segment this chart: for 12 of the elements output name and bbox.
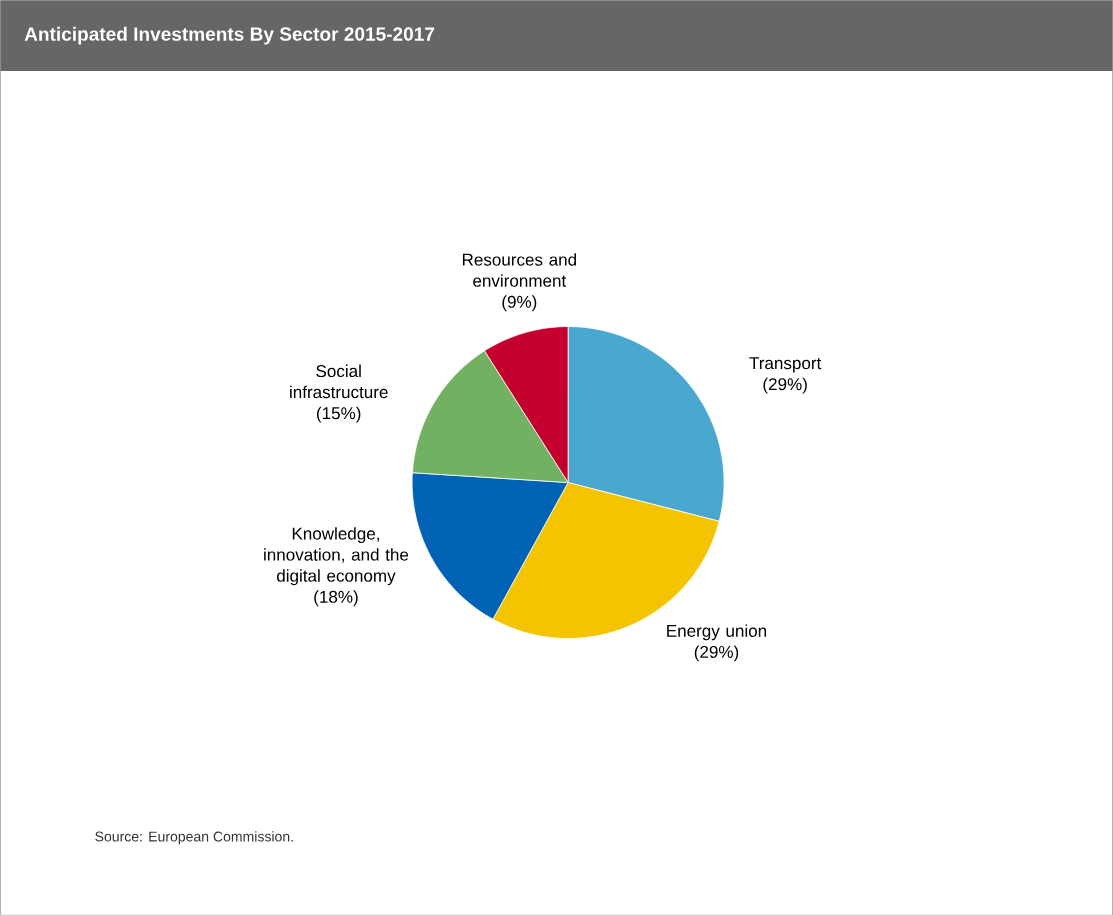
- source-note: Source: European Commission.: [95, 831, 293, 845]
- slice-label: Transport: [749, 357, 822, 373]
- chart-title: Anticipated Investments By Sector 2015-2017: [24, 26, 435, 45]
- slice-label: Social infrastructure: [290, 364, 388, 399]
- slice-label: Energy union: [667, 624, 767, 641]
- data-label: (29%): [694, 645, 739, 662]
- slice-label: Resources and environment: [462, 253, 577, 287]
- data-label: (29%): [763, 377, 807, 394]
- data-label: (18%): [314, 590, 358, 607]
- slice-label: Knowledge, innovation, and the digital economy: [264, 527, 409, 586]
- data-label: (15%): [317, 406, 361, 423]
- data-label: (9%): [502, 295, 537, 312]
